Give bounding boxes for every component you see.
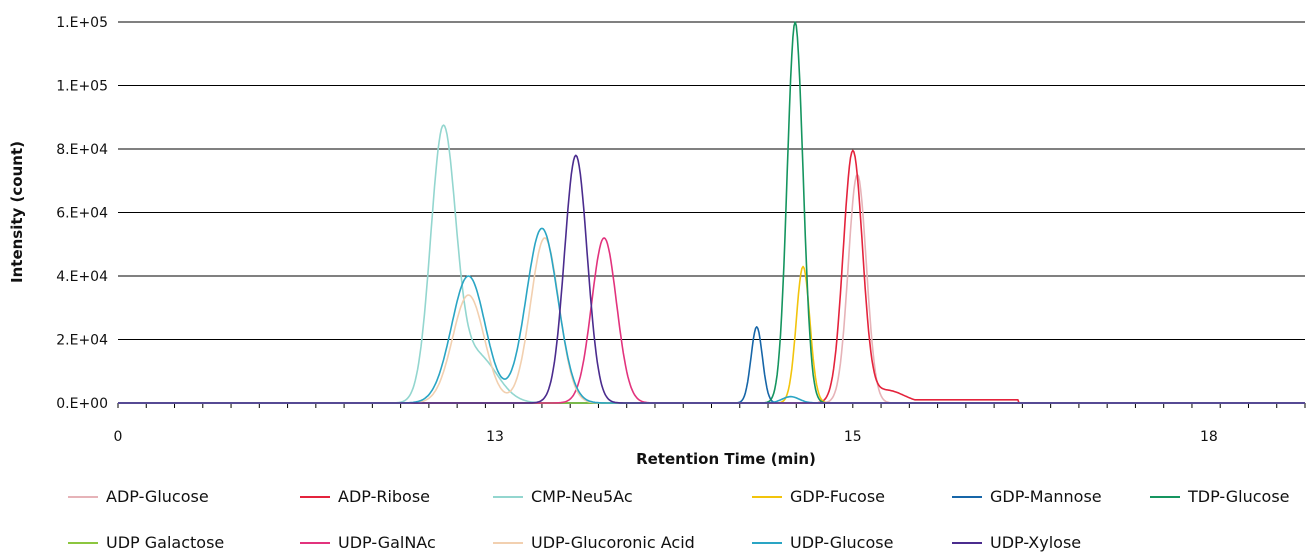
legend-item-cmp-neu5ac: CMP-Neu5Ac (493, 487, 633, 506)
legend-item-gdp-fucose: GDP-Fucose (752, 487, 885, 506)
legend-item-udp-glucose: UDP-Glucose (752, 533, 893, 552)
series-line-udp-xylose (118, 154, 1305, 404)
series-line-udp-galnac (118, 237, 1305, 404)
legend-label: UDP-GalNAc (338, 533, 436, 552)
y-tick-label: 8.E+04 (56, 142, 108, 158)
x-tick-label: 13 (486, 429, 504, 445)
legend-label: CMP-Neu5Ac (531, 487, 633, 506)
gridlines (118, 21, 1305, 340)
legend-label: UDP Galactose (106, 533, 224, 552)
legend-item-udp-galactose: UDP Galactose (68, 533, 224, 552)
series-line-adp-ribose (118, 149, 1305, 404)
x-tick-label: 0 (114, 429, 123, 445)
legend-label: GDP-Mannose (990, 487, 1102, 506)
series-line-udp-glucose (118, 227, 1305, 404)
legend-item-udp-galnac: UDP-GalNAc (300, 533, 436, 552)
y-tick-label: 4.E+04 (56, 269, 108, 285)
legend-item-adp-glucose: ADP-Glucose (68, 487, 209, 506)
legend-item-adp-ribose: ADP-Ribose (300, 487, 430, 506)
legend-item-udp-glucoronic-acid: UDP-Glucoronic Acid (493, 533, 695, 552)
x-tick-label: 18 (1200, 429, 1218, 445)
legend-label: TDP-Glucose (1187, 487, 1290, 506)
y-axis-title: Intensity (count) (8, 141, 26, 283)
legend-label: UDP-Glucose (790, 533, 893, 552)
legend-label: GDP-Fucose (790, 487, 885, 506)
legend-item-udp-xylose: UDP-Xylose (952, 533, 1081, 552)
y-tick-label: 6.E+04 (56, 206, 108, 222)
y-tick-label: 0.E+00 (56, 396, 108, 412)
legend: ADP-Glucose ADP-Ribose CMP-Neu5Ac GDP-Fucos… (68, 487, 1290, 552)
series-line-gdp-mannose (118, 325, 1305, 404)
series-line-gdp-fucose (118, 265, 1305, 404)
legend-item-tdp-glucose: TDP-Glucose (1150, 487, 1290, 506)
x-axis-title: Retention Time (min) (636, 450, 816, 468)
legend-item-gdp-mannose: GDP-Mannose (952, 487, 1102, 506)
y-tick-label: 1.E+05 (56, 15, 108, 31)
y-tick-label: 1.E+05 (56, 79, 108, 95)
legend-label: ADP-Ribose (338, 487, 430, 506)
series-lines (118, 21, 1305, 404)
axes: 0.E+00 2.E+04 4.E+04 6.E+04 8.E+04 1.E+05 1.E+… (56, 15, 1306, 445)
x-tick-label: 15 (844, 429, 862, 445)
y-tick-label: 2.E+04 (56, 333, 108, 349)
legend-label: ADP-Glucose (106, 487, 209, 506)
series-line-udp-glucoronic-acid (118, 237, 1305, 404)
series-line-cmp-neu5ac (118, 124, 1305, 404)
series-line-adp-glucose (118, 173, 1305, 404)
legend-label: UDP-Xylose (990, 533, 1081, 552)
legend-label: UDP-Glucoronic Acid (531, 533, 695, 552)
